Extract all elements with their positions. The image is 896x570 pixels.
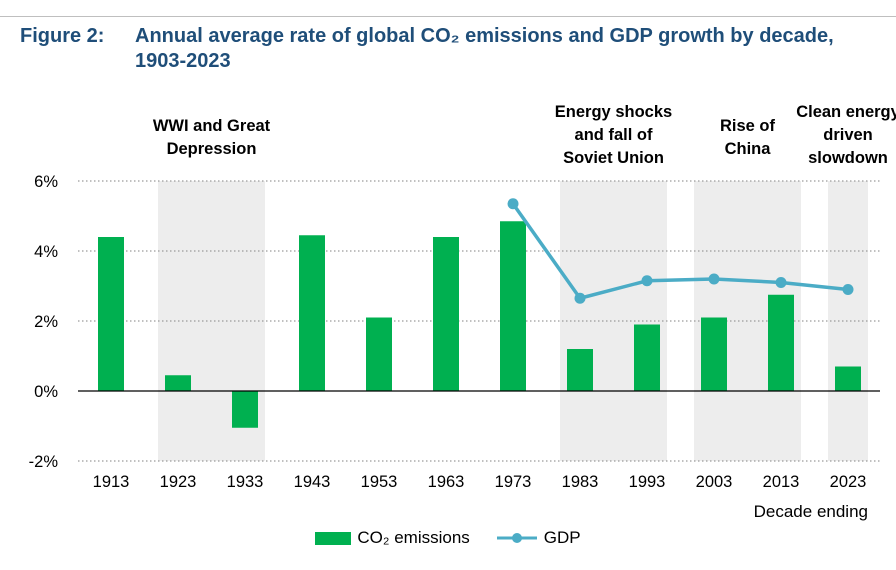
period-label-2: Rise of China — [720, 117, 776, 158]
legend-swatch-line — [496, 533, 537, 543]
x-tick-label: 1963 — [428, 473, 465, 491]
gdp-point-1973 — [507, 198, 519, 210]
x-axis-title: Decade ending — [753, 502, 868, 521]
bar-co2-1933 — [232, 391, 258, 428]
bar-co2-1963 — [433, 237, 459, 391]
period-label-0: WWI and Great Depression — [153, 117, 271, 158]
bar-co2-1923 — [165, 375, 191, 391]
period-label-line: WWI and Great — [153, 117, 271, 135]
period-label-line: Rise of — [720, 117, 776, 135]
period-label-line: China — [725, 140, 772, 158]
gdp-point-2013 — [775, 277, 787, 288]
figure-title: Annual average rate of global CO₂ emissi… — [135, 25, 834, 72]
y-tick-label: 6% — [34, 173, 58, 191]
y-tick-label: -2% — [29, 453, 59, 471]
period-label-1: Energy shocks and fall of Soviet Union — [555, 103, 672, 167]
legend-item-co2: CO₂ emissions — [315, 528, 470, 548]
bar-co2-1913 — [98, 237, 124, 391]
period-label-line: driven — [823, 126, 873, 144]
period-label-line: Depression — [167, 140, 257, 158]
gdp-point-1983 — [574, 292, 586, 304]
gdp-line — [511, 202, 849, 300]
legend-swatch-bar — [315, 531, 352, 545]
period-label-line: Energy shocks — [555, 103, 672, 121]
y-tick-label: 0% — [34, 383, 58, 401]
legend-label-gdp: GDP — [543, 528, 581, 547]
x-tick-label: 1913 — [93, 473, 130, 491]
top-rule — [0, 16, 896, 17]
shaded-period-1 — [560, 181, 667, 461]
gdp-point-2023 — [842, 284, 854, 295]
bar-co2-1953 — [366, 317, 392, 391]
bar-co2-1993 — [634, 324, 660, 391]
x-tick-label: 2013 — [763, 473, 800, 491]
x-tick-label: 2023 — [830, 473, 867, 491]
legend-item-gdp: GDP — [496, 528, 581, 548]
period-label-line: and fall of — [575, 126, 653, 144]
bar-co2-1983 — [567, 349, 593, 391]
bar-co2-1943 — [299, 235, 325, 391]
y-tick-label: 4% — [34, 243, 58, 261]
x-tick-label: 1933 — [227, 473, 264, 491]
x-tick-label: 1973 — [495, 473, 532, 491]
legend-label-co2: CO₂ emissions — [357, 528, 470, 547]
gdp-point-2003 — [708, 273, 720, 285]
y-tick-label: 2% — [34, 313, 58, 331]
bar-co2-1973 — [500, 221, 526, 391]
x-tick-label: 1993 — [629, 473, 666, 491]
period-label-line: Soviet Union — [563, 149, 664, 167]
x-tick-label: 1983 — [562, 473, 599, 491]
bar-co2-2023 — [835, 366, 861, 391]
x-tick-label: 1953 — [361, 473, 398, 491]
period-label-line: Clean energy — [796, 103, 896, 121]
figure-label: Figure 2: — [20, 25, 105, 47]
legend: CO₂ emissions GDP — [0, 528, 896, 548]
x-tick-label: 2003 — [696, 473, 733, 491]
x-tick-label: 1923 — [160, 473, 197, 491]
x-tick-label: 1943 — [294, 473, 331, 491]
period-label-3: Clean energy driven slowdown — [796, 103, 896, 167]
period-label-line: slowdown — [808, 149, 888, 167]
gdp-point-1993 — [641, 275, 653, 287]
figure-title-row: Figure 2: Annual average rate of global … — [20, 24, 890, 74]
bar-co2-2013 — [768, 294, 794, 391]
bar-co2-2003 — [701, 317, 727, 391]
